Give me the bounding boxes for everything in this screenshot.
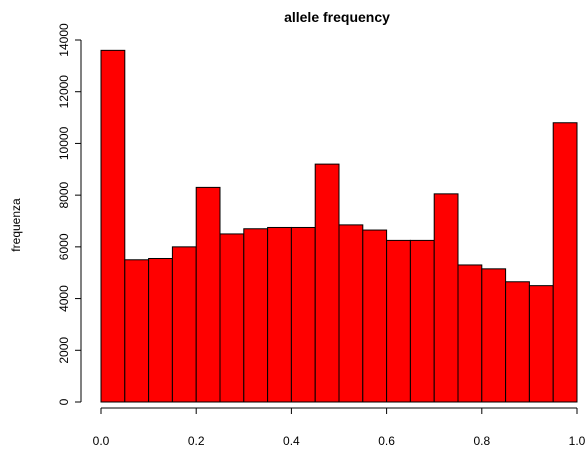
- histogram-bar: [433, 193, 459, 403]
- histogram-bar: [100, 49, 126, 403]
- histogram-bar: [219, 233, 245, 403]
- y-tick-label: 14000: [57, 23, 71, 57]
- histogram-bar: [505, 281, 530, 403]
- histogram-bar: [124, 259, 150, 403]
- y-tick-label: 2000: [57, 337, 71, 364]
- histogram-bar: [267, 226, 292, 403]
- histogram-bar: [386, 239, 411, 403]
- y-tick-label: 0: [57, 398, 71, 405]
- y-tick-label: 8000: [57, 181, 71, 208]
- bars-group: [100, 49, 578, 403]
- histogram-bar: [457, 264, 483, 403]
- chart-title: allele frequency: [284, 9, 390, 25]
- histogram-bar: [362, 229, 388, 403]
- x-tick-label: 0.6: [378, 434, 395, 448]
- histogram-bar: [171, 246, 197, 403]
- histogram-bar: [481, 268, 507, 403]
- histogram-bar: [314, 163, 340, 403]
- histogram-bar: [409, 239, 435, 403]
- histogram-bar: [148, 257, 173, 403]
- axes-group: 0.0 0.2 0.4 0.6 0.8 1.0 0 2000 4000 6000 8000 10000…: [57, 23, 585, 448]
- y-tick-label: 10000: [57, 126, 71, 160]
- histogram-bar: [195, 186, 221, 403]
- histogram-bar: [552, 122, 578, 403]
- x-tick-label: 0.4: [283, 434, 300, 448]
- histogram-bar: [528, 285, 554, 403]
- histogram-bar: [243, 228, 269, 403]
- y-tick-label: 12000: [57, 75, 71, 109]
- histogram-bar: [290, 226, 316, 403]
- histogram-bar: [338, 224, 364, 403]
- x-tick-label: 0.8: [473, 434, 490, 448]
- x-tick-label: 1.0: [569, 434, 585, 448]
- x-tick-label: 0.0: [93, 434, 110, 448]
- y-tick-label: 4000: [57, 285, 71, 312]
- y-axis-label: frequenza: [9, 198, 23, 252]
- x-tick-label: 0.2: [188, 434, 205, 448]
- y-tick-label: 6000: [57, 233, 71, 260]
